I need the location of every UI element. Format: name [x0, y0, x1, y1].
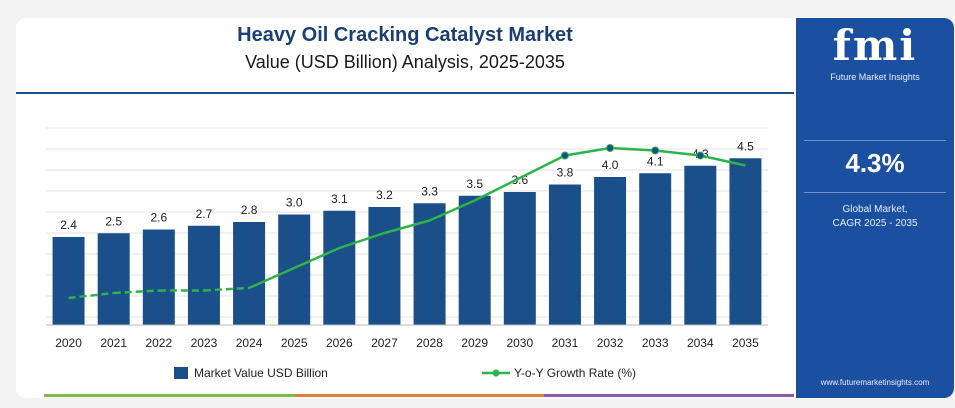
growth-line-seg-0 [68, 291, 114, 300]
bar-2020 [52, 237, 85, 325]
website-link[interactable]: www.futuremarketinsights.com [820, 378, 930, 387]
growth-line-seg-3 [203, 286, 250, 292]
x-tick-2020: 2020 [55, 336, 82, 350]
x-tick-2026: 2026 [326, 336, 353, 350]
bottom-strip-orange [294, 394, 544, 397]
bar-2023 [187, 225, 220, 325]
x-tick-2031: 2031 [552, 336, 579, 350]
bar-2035 [729, 158, 762, 325]
bar-value-label-2029: 3.5 [466, 177, 483, 191]
growth-marker-2031 [560, 151, 569, 160]
growth-marker-2033 [651, 146, 660, 155]
x-tick-2027: 2027 [371, 336, 398, 350]
bar-value-label-2031: 3.8 [557, 166, 574, 180]
chart-svg: 2.4 2.5 2.6 2.7 2.83.0 3.1 3.2 3.33.5 3.63.84.0 4… [46, 127, 768, 380]
bar-value-label-2032: 4.0 [602, 158, 619, 172]
legend-bar-label: Market Value USD Billion [194, 366, 328, 380]
legend-line-label: Y-o-Y Growth Rate (%) [514, 366, 636, 380]
legend-bar-swatch [174, 367, 188, 379]
bar-value-label-2025: 3.0 [286, 196, 303, 210]
chart-card: Heavy Oil Cracking Catalyst Market Value… [16, 18, 954, 398]
growth-line-seg-12 [609, 146, 656, 152]
cagr-label-line2: CAGR 2025 - 2035 [832, 218, 918, 229]
bar-2034 [684, 165, 717, 325]
bar-value-label-2024: 2.8 [241, 203, 258, 217]
info-panel: fmi Future Market Insights 4.3% Global M… [796, 18, 954, 398]
bar-value-label-2035: 4.5 [737, 139, 754, 153]
growth-line-seg-10 [519, 154, 566, 180]
bar-value-label-2033: 4.1 [647, 154, 664, 168]
growth-line-seg-7 [384, 219, 430, 235]
growth-line-seg-5 [293, 246, 340, 270]
cagr-value: 4.3% [845, 148, 905, 178]
bar-2033 [639, 173, 672, 325]
bar-2021 [97, 233, 130, 325]
bar-value-label-2023: 2.7 [196, 207, 213, 221]
growth-line-seg-8 [429, 199, 476, 222]
x-tick-2028: 2028 [416, 336, 443, 350]
bar-value-label-2028: 3.3 [421, 184, 438, 198]
bar-value-label-2026: 3.1 [331, 192, 348, 206]
x-tick-2023: 2023 [191, 336, 218, 350]
x-tick-2022: 2022 [145, 336, 172, 350]
bar-2030 [503, 192, 536, 325]
x-tick-2035: 2035 [732, 336, 759, 350]
bar-2029 [458, 195, 491, 325]
bar-2022 [142, 229, 175, 325]
x-tick-2021: 2021 [100, 336, 127, 350]
bar-2025 [278, 214, 311, 325]
logo-tagline: Future Market Insights [830, 72, 920, 82]
bottom-strip-purple [544, 394, 794, 397]
company-logo: fmi [832, 21, 918, 70]
growth-line-seg-11 [564, 146, 611, 157]
growth-line-seg-13 [655, 149, 701, 157]
x-tick-2032: 2032 [597, 336, 624, 350]
bar-2024 [233, 222, 266, 325]
growth-marker-2032 [606, 144, 615, 152]
x-tick-2024: 2024 [236, 336, 263, 350]
chart-subtitle: Value (USD Billion) Analysis, 2025-2035 [245, 52, 565, 72]
bar-value-label-2027: 3.2 [376, 188, 393, 202]
x-tick-2029: 2029 [461, 336, 488, 350]
bar-2032 [594, 177, 627, 325]
bottom-strip-green [44, 394, 294, 397]
bar-value-label-2021: 2.5 [105, 214, 122, 228]
chart-title: Heavy Oil Cracking Catalyst Market [237, 24, 573, 46]
bar-value-label-2020: 2.4 [60, 218, 77, 232]
growth-line-seg-1 [113, 289, 159, 295]
bar-2027 [368, 207, 401, 325]
bar-2031 [548, 184, 581, 325]
x-tick-2025: 2025 [281, 336, 308, 350]
bar-value-label-2022: 2.6 [150, 211, 167, 225]
legend-line-marker [492, 369, 500, 377]
x-tick-2033: 2033 [642, 336, 669, 350]
panel-separator-bottom [804, 192, 946, 193]
title-divider [16, 92, 794, 94]
x-tick-2030: 2030 [506, 336, 533, 350]
growth-line-seg-9 [474, 176, 521, 202]
panel-separator-top [804, 140, 946, 141]
growth-line-seg-6 [338, 231, 385, 250]
x-tick-2034: 2034 [687, 336, 714, 350]
cagr-label-line1: Global Market, [842, 204, 908, 215]
bar-2026 [323, 210, 356, 325]
growth-marker-2034 [696, 151, 705, 160]
growth-line-seg-4 [248, 266, 295, 290]
growth-line-seg-14 [700, 154, 746, 167]
